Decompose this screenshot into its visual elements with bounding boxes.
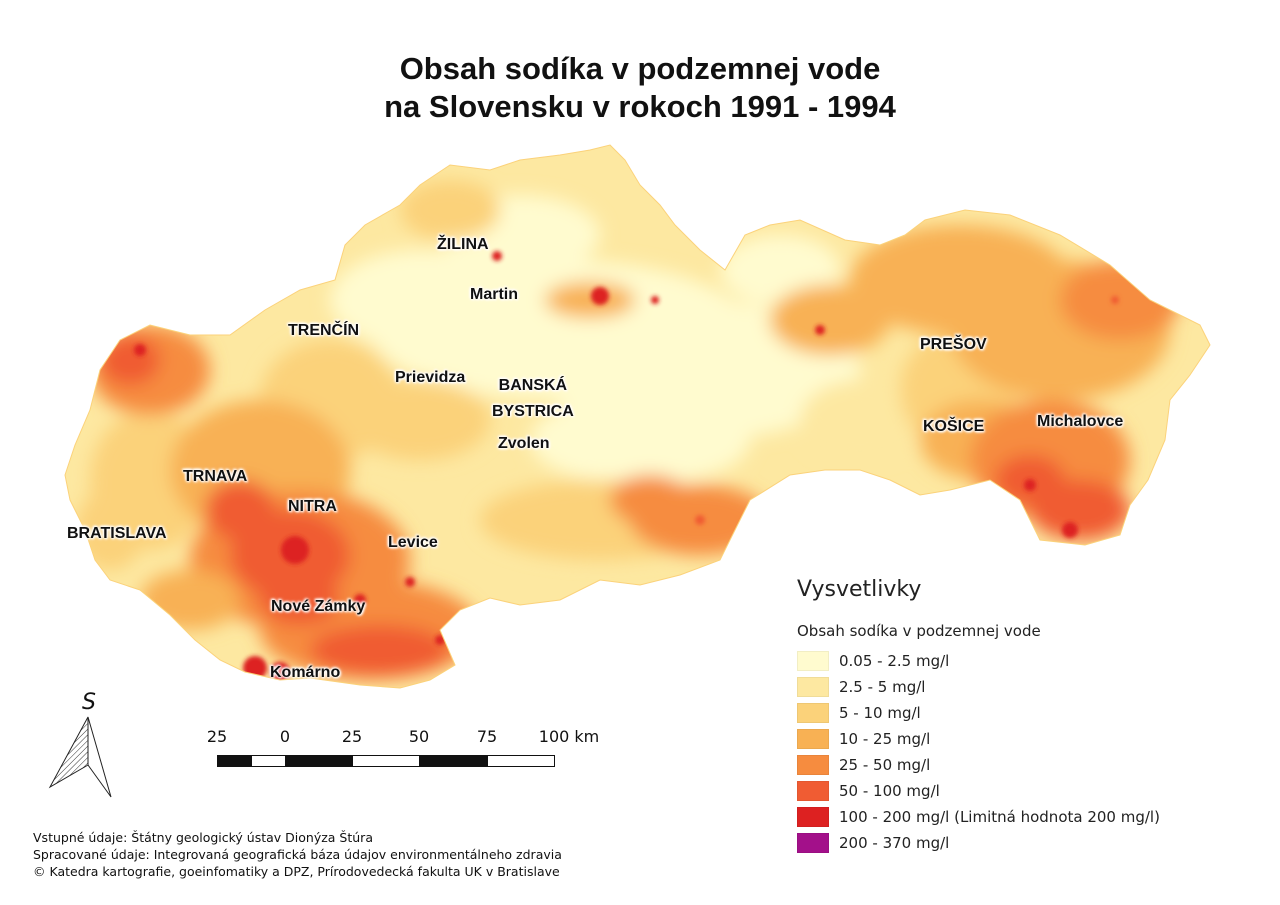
legend-label: 200 - 370 mg/l xyxy=(839,834,950,852)
city-label-kosice: KOŠICE xyxy=(923,418,985,435)
legend-swatch xyxy=(797,833,829,853)
country-border xyxy=(64,144,1211,689)
city-label-komarno: Komárno xyxy=(270,664,341,681)
legend-label: 50 - 100 mg/l xyxy=(839,782,940,800)
legend-swatch xyxy=(797,677,829,697)
legend-item: 0.05 - 2.5 mg/l xyxy=(797,648,1160,674)
city-label-banska-bystrica: BANSKÁ BYSTRICA xyxy=(492,373,574,425)
city-label-prievidza: Prievidza xyxy=(395,369,466,386)
legend-class-list: 0.05 - 2.5 mg/l 2.5 - 5 mg/l 5 - 10 mg/l 10… xyxy=(797,648,1160,856)
scale-label-25: 25 xyxy=(341,727,363,746)
legend-swatch xyxy=(797,729,829,749)
scale-segment-3 xyxy=(285,755,353,767)
city-label-nitra: NITRA xyxy=(288,498,337,515)
legend-swatch xyxy=(797,703,829,723)
scale-label-75: 75 xyxy=(476,727,498,746)
legend-item: 100 - 200 mg/l (Limitná hodnota 200 mg/l… xyxy=(797,804,1160,830)
city-label-nove-zamky: Nové Zámky xyxy=(271,598,366,615)
legend-item: 2.5 - 5 mg/l xyxy=(797,674,1160,700)
legend-label: 100 - 200 mg/l (Limitná hodnota 200 mg/l… xyxy=(839,808,1160,826)
scale-segment-4 xyxy=(352,755,420,767)
scale-label-25-left: 25 xyxy=(206,727,228,746)
credits-line-1: Vstupné údaje: Štátny geologický ústav D… xyxy=(33,830,373,845)
legend-subtitle: Obsah sodíka v podzemnej vode xyxy=(797,622,1041,640)
legend-label: 2.5 - 5 mg/l xyxy=(839,678,926,696)
map-title-line-1: Obsah sodíka v podzemnej vode xyxy=(399,51,881,86)
city-label-zvolen: Zvolen xyxy=(498,435,550,452)
city-label-michalovce: Michalovce xyxy=(1037,413,1124,430)
data-credits: Vstupné údaje: Štátny geologický ústav D… xyxy=(33,829,562,880)
legend-label: 25 - 50 mg/l xyxy=(839,756,931,774)
city-label-bratislava: BRATISLAVA xyxy=(67,525,167,542)
scale-segment-5 xyxy=(419,755,488,767)
scale-segment-2 xyxy=(251,755,286,767)
city-label-zilina: ŽILINA xyxy=(437,236,489,253)
scale-segment-1 xyxy=(217,755,252,767)
legend-item: 5 - 10 mg/l xyxy=(797,700,1160,726)
map-title: Obsah sodíka v podzemnej vode na Slovens… xyxy=(0,50,1280,126)
credits-line-3: © Katedra kartografie, goeinfomatiky a D… xyxy=(33,864,560,879)
city-label-trnava: TRNAVA xyxy=(183,468,248,485)
north-arrow-label: S xyxy=(82,690,96,715)
legend-item: 10 - 25 mg/l xyxy=(797,726,1160,752)
legend-swatch xyxy=(797,807,829,827)
legend-title: Vysvetlivky xyxy=(797,577,922,602)
scale-label-0: 0 xyxy=(279,727,291,746)
legend-swatch xyxy=(797,651,829,671)
city-label-levice: Levice xyxy=(388,534,438,551)
legend-item: 200 - 370 mg/l xyxy=(797,830,1160,856)
legend-label: 5 - 10 mg/l xyxy=(839,704,921,722)
credits-line-2: Spracované údaje: Integrovaná geografick… xyxy=(33,847,562,862)
legend-label: 0.05 - 2.5 mg/l xyxy=(839,652,950,670)
legend-label: 10 - 25 mg/l xyxy=(839,730,931,748)
city-label-banska-bystrica-line-1: BANSKÁ xyxy=(498,377,568,394)
legend-item: 25 - 50 mg/l xyxy=(797,752,1160,778)
legend-swatch xyxy=(797,781,829,801)
map-legend: Vysvetlivky Obsah sodíka v podzemnej vod… xyxy=(797,577,1160,856)
scale-segment-6 xyxy=(487,755,555,767)
city-label-trencin: TRENČÍN xyxy=(288,322,360,339)
legend-item: 50 - 100 mg/l xyxy=(797,778,1160,804)
city-label-martin: Martin xyxy=(470,286,518,303)
city-label-presov: PREŠOV xyxy=(920,336,987,353)
legend-swatch xyxy=(797,755,829,775)
scale-label-50: 50 xyxy=(408,727,430,746)
north-arrow-icon xyxy=(48,716,112,798)
city-label-banska-bystrica-line-2: BYSTRICA xyxy=(492,403,574,420)
map-title-line-2: na Slovensku v rokoch 1991 - 1994 xyxy=(384,89,896,124)
scale-label-100-km: 100 km xyxy=(538,727,600,746)
